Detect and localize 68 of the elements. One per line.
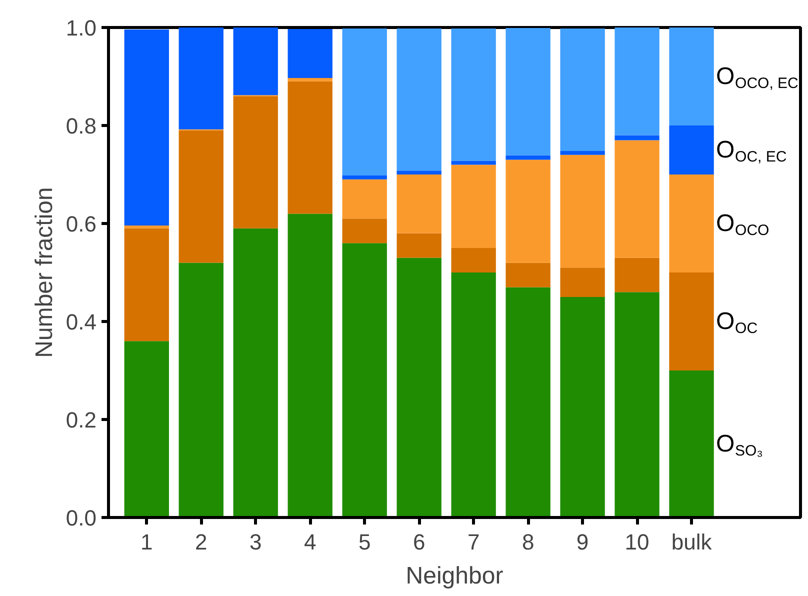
bar xyxy=(288,78,332,82)
x-tick-label: 6 xyxy=(412,530,426,554)
y-tick-label: 0.0 xyxy=(66,506,97,530)
bar xyxy=(560,150,605,155)
x-tick-label: bulk xyxy=(671,530,713,554)
bar xyxy=(560,154,605,268)
x-tick-label: 2 xyxy=(195,530,208,554)
bar xyxy=(669,272,714,370)
x-tick-label: 4 xyxy=(304,530,316,554)
x-axis-title: Neighbor xyxy=(406,562,504,590)
bar xyxy=(124,341,169,518)
bar xyxy=(124,29,169,226)
x-tick-label: 9 xyxy=(576,530,589,554)
bar xyxy=(124,228,169,342)
bar xyxy=(178,28,224,130)
bar xyxy=(233,96,278,228)
bar xyxy=(451,160,496,165)
y-tick-label: 0.2 xyxy=(66,408,97,432)
y-tick-label: 0.4 xyxy=(66,310,97,334)
bar xyxy=(614,135,660,140)
bar xyxy=(233,228,278,518)
bar xyxy=(396,233,442,258)
y-tick-label: 0.6 xyxy=(66,212,97,236)
bar xyxy=(396,174,442,234)
bar xyxy=(124,225,169,228)
bar xyxy=(669,174,714,272)
bar xyxy=(614,292,660,518)
bar xyxy=(614,140,660,258)
bar xyxy=(451,164,496,248)
bar xyxy=(178,130,224,263)
bar xyxy=(560,28,605,151)
bar xyxy=(669,28,714,126)
x-tick-label: 1 xyxy=(140,530,153,554)
bar xyxy=(342,28,387,176)
bar xyxy=(233,28,278,96)
bar xyxy=(669,370,714,518)
bar xyxy=(614,258,660,292)
x-tick-label: 5 xyxy=(358,530,371,554)
bar xyxy=(288,81,332,214)
bar xyxy=(396,170,442,174)
bar xyxy=(288,214,332,518)
bar xyxy=(451,28,496,161)
bar xyxy=(396,258,442,518)
bar xyxy=(614,28,660,136)
bar xyxy=(506,28,550,156)
bar xyxy=(669,126,714,174)
bar xyxy=(342,218,387,244)
bar xyxy=(451,272,496,518)
bar xyxy=(506,155,550,160)
bar xyxy=(506,262,550,288)
bar xyxy=(506,287,550,518)
bar xyxy=(342,243,387,518)
bar xyxy=(288,28,332,78)
bar xyxy=(342,175,387,180)
y-axis-title: Number fraction xyxy=(30,187,58,358)
bar xyxy=(451,248,496,272)
bar xyxy=(560,268,605,297)
x-tick-label: 3 xyxy=(250,530,262,554)
x-tick-label: 8 xyxy=(522,530,534,554)
bar xyxy=(342,179,387,219)
x-tick-label: 10 xyxy=(624,530,650,554)
bar xyxy=(178,262,224,518)
y-tick-label: 0.8 xyxy=(66,114,97,138)
bar xyxy=(560,297,605,518)
x-tick-label: 7 xyxy=(467,530,480,554)
bar xyxy=(396,28,442,171)
bar xyxy=(506,160,550,263)
y-tick-label: 1.0 xyxy=(66,16,97,40)
